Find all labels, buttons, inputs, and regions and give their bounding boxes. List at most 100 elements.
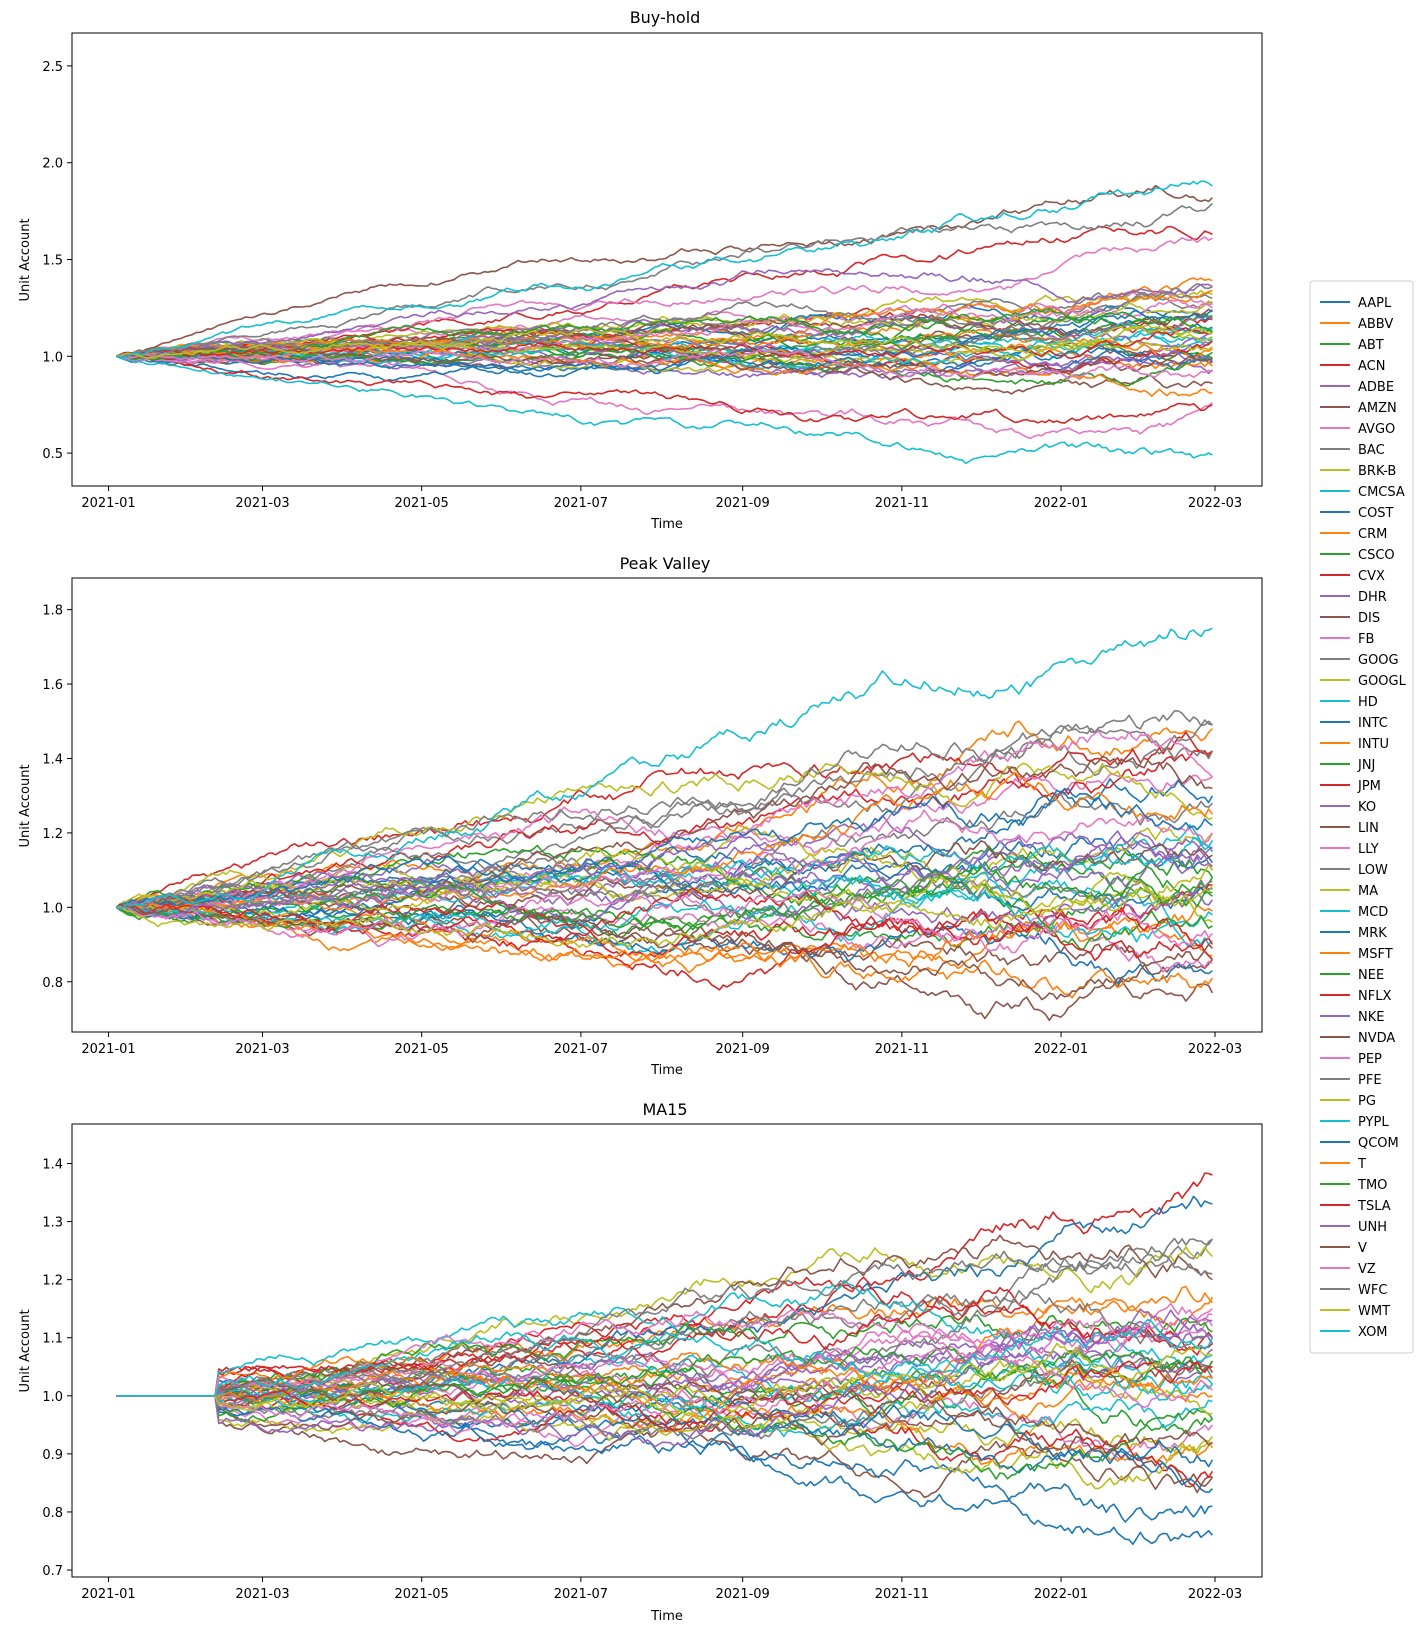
series-line-msft (116, 771, 1214, 910)
series-line-nee (116, 346, 1213, 387)
x-axis-ticks: 2021-01 2021-03 2021-05 2021-07 2021-09 2021-… (81, 1032, 1242, 1057)
y-tick-label: 1.0 (42, 901, 63, 916)
x-tick-label: 2022-03 (1188, 496, 1242, 511)
chart-title: MA15 (642, 1100, 687, 1119)
legend-label: INTC (1358, 716, 1388, 731)
series-line-mcd (116, 322, 1213, 370)
series-line-qcom (116, 309, 1213, 378)
legend-label: DHR (1358, 590, 1387, 605)
y-tick-label: 2.5 (42, 60, 63, 75)
legend-label: BAC (1358, 443, 1385, 458)
series-line-unh (116, 1308, 1214, 1448)
series-line-ko (116, 832, 1214, 909)
x-tick-label: 2022-01 (1034, 496, 1088, 511)
panel-peak-valley: Peak Valley 2021-01 2021-03 2021-05 2021-07… (18, 554, 1263, 1078)
series-line-v (116, 904, 1213, 1001)
series-line-cvx (115, 750, 1213, 915)
legend-label: NKE (1358, 1010, 1384, 1025)
series-line-vz (116, 888, 1213, 954)
y-axis-ticks: 0.5 1.0 1.5 2.0 2.5 (42, 60, 72, 462)
legend-label: GOOGL (1358, 674, 1407, 689)
x-tick-label: 2021-11 (875, 1042, 929, 1057)
plot-frame (71, 1123, 1263, 1578)
plot-frame (71, 577, 1263, 1033)
x-tick-label: 2021-07 (554, 496, 608, 511)
series-line-acn (116, 731, 1214, 911)
series-line-wmt (116, 1342, 1213, 1413)
series-line-msft (116, 289, 1213, 358)
series-line-pep (116, 1313, 1213, 1397)
legend-label: NFLX (1358, 989, 1391, 1004)
series-line-ma (116, 1395, 1214, 1490)
series-line-intc (116, 1384, 1214, 1545)
series-line-nflx (116, 900, 1213, 960)
x-tick-label: 2022-01 (1034, 1042, 1088, 1057)
series-line-nvda (115, 755, 1213, 908)
legend-label: LOW (1358, 863, 1388, 878)
series-line-pg (116, 846, 1214, 918)
series-line-wfc (115, 710, 1213, 911)
legend-label: PEP (1358, 1052, 1382, 1067)
legend-label: CSCO (1358, 548, 1395, 563)
x-tick-label: 2021-09 (716, 496, 770, 511)
chart-title: Peak Valley (620, 554, 711, 573)
x-tick-label: 2021-01 (81, 1587, 135, 1602)
legend-label: NVDA (1358, 1031, 1395, 1046)
series-line-unh (116, 830, 1213, 920)
y-tick-label: 1.0 (42, 1390, 63, 1405)
y-tick-label: 1.6 (42, 678, 63, 693)
legend-label: MSFT (1358, 947, 1393, 962)
y-axis-ticks: 0.8 1.0 1.2 1.4 1.6 1.8 (42, 604, 72, 991)
series-line-csco (116, 1361, 1213, 1418)
x-tick-label: 2021-11 (875, 496, 929, 511)
y-tick-label: 1.2 (42, 1274, 63, 1289)
x-tick-label: 2021-09 (716, 1042, 770, 1057)
series-line-jpm (116, 1395, 1214, 1486)
legend-label: KO (1358, 800, 1376, 815)
x-tick-label: 2022-01 (1034, 1587, 1088, 1602)
series-line-nflx (116, 354, 1213, 424)
legend-box (1309, 280, 1414, 1354)
legend-label: PYPL (1358, 1115, 1389, 1130)
y-tick-label: 1.1 (42, 1332, 63, 1347)
series-line-nflx (116, 1295, 1213, 1397)
y-tick-label: 1.3 (42, 1216, 63, 1231)
legend-label: BRK-B (1358, 464, 1396, 479)
x-tick-label: 2021-07 (554, 1042, 608, 1057)
legend-label: AAPL (1358, 296, 1392, 311)
y-axis-label: Unit Account (18, 218, 33, 301)
series-line-goog (116, 290, 1213, 359)
series-line-lly (116, 730, 1213, 911)
series-line-tmo (115, 864, 1213, 930)
y-tick-label: 0.9 (42, 1448, 63, 1463)
x-tick-label: 2021-09 (716, 1587, 770, 1602)
y-tick-label: 1.2 (42, 827, 63, 842)
legend-label: INTU (1358, 737, 1389, 752)
x-tick-label: 2021-05 (395, 1587, 449, 1602)
legend-label: WMT (1358, 1304, 1390, 1319)
legend-label: HD (1358, 695, 1378, 710)
y-tick-label: 1.4 (42, 752, 63, 767)
series-lines (116, 1172, 1214, 1545)
legend-label: CVX (1358, 569, 1385, 584)
series-line-vz (116, 348, 1213, 380)
legend-label: FB (1358, 632, 1374, 647)
x-tick-label: 2021-05 (395, 496, 449, 511)
legend-label: MA (1358, 884, 1378, 899)
panel-buy-hold: Buy-hold 2021-01 2021-03 2021-05 2021-07 202… (18, 8, 1263, 532)
legend-label: ABBV (1358, 317, 1393, 332)
x-tick-label: 2021-03 (235, 496, 289, 511)
legend-label: JPM (1357, 779, 1381, 794)
legend-label: PG (1358, 1094, 1376, 1109)
series-line-unh (116, 268, 1213, 358)
legend-label: JNJ (1357, 758, 1375, 773)
series-line-fb (116, 353, 1213, 440)
series-line-pypl (116, 355, 1213, 465)
series-line-xom (116, 180, 1213, 359)
legend-label: ACN (1358, 359, 1385, 374)
panel-ma15: MA15 2021-01 2021-03 2021-05 2021-07 2021-09… (18, 1100, 1263, 1624)
legend-label: PFE (1358, 1073, 1382, 1088)
legend-label: QCOM (1358, 1136, 1399, 1151)
x-tick-label: 2021-01 (81, 496, 135, 511)
